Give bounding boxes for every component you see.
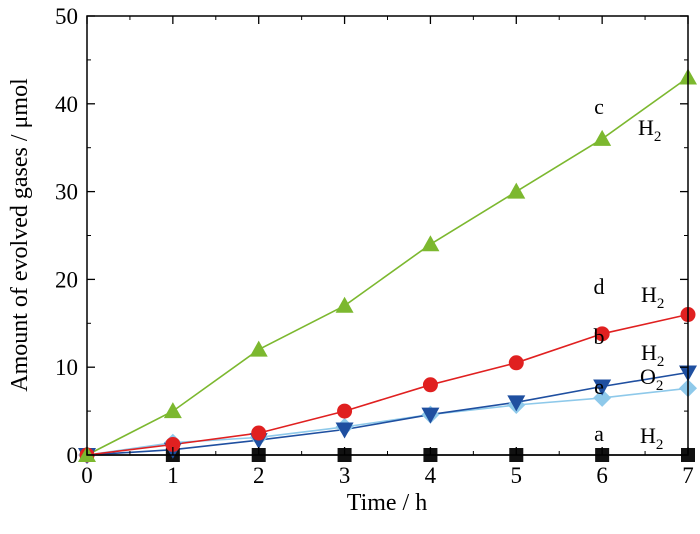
series-line-b <box>86 371 689 456</box>
gas-label-subscript: 2 <box>654 129 662 145</box>
gas-label-subscript: 2 <box>657 296 665 312</box>
series-label-d: d <box>594 274 605 299</box>
series-line-c <box>86 76 689 456</box>
gas-label-a: H2 <box>640 423 663 453</box>
data-point-d <box>251 425 267 441</box>
series-label-c: c <box>594 94 604 119</box>
data-point-c <box>163 402 182 419</box>
x-axis-title: Time / h <box>347 490 427 516</box>
y-tick-label: 40 <box>55 92 78 117</box>
series-label-b: b <box>594 324 605 349</box>
gas-label-c: H2 <box>638 115 661 145</box>
x-tick-label: 3 <box>339 463 351 488</box>
gas-label-subscript: 2 <box>657 354 665 370</box>
series-label-a: a <box>594 421 604 446</box>
data-point-b <box>335 422 354 439</box>
data-point-e <box>593 388 612 407</box>
data-point-c <box>335 296 354 313</box>
x-tick-label: 6 <box>596 463 608 488</box>
y-tick-label: 20 <box>55 267 78 292</box>
data-point-c <box>421 235 440 252</box>
gas-label-subscript: 2 <box>656 437 664 453</box>
y-axis-title: Amount of evolved gases / μmol <box>7 78 33 392</box>
y-tick-label: 30 <box>55 180 78 205</box>
data-point-d <box>165 436 181 452</box>
data-point-c <box>507 182 526 199</box>
y-tick-label: 50 <box>55 4 78 29</box>
data-point-d <box>422 377 438 393</box>
data-point-b <box>421 407 440 424</box>
x-tick-label: 0 <box>81 463 93 488</box>
data-point-b <box>593 379 612 396</box>
series-label-e: e <box>594 374 604 399</box>
data-point-c <box>593 129 612 146</box>
data-point-c <box>249 340 268 357</box>
x-tick-label: 1 <box>167 463 179 488</box>
y-tick-label: 10 <box>55 355 78 380</box>
plot-area <box>78 68 697 464</box>
x-tick-label: 2 <box>253 463 265 488</box>
data-point-d <box>594 326 610 342</box>
gas-label-subscript: 2 <box>656 378 664 394</box>
x-tick-label: 7 <box>682 463 694 488</box>
x-tick-label: 5 <box>511 463 523 488</box>
data-point-d <box>337 403 353 419</box>
gas-label-d: H2 <box>641 282 664 312</box>
y-tick-label: 0 <box>67 443 79 468</box>
data-point-b <box>507 395 526 412</box>
series-line-d <box>86 313 689 456</box>
data-point-d <box>508 355 524 371</box>
x-tick-label: 4 <box>425 463 437 488</box>
